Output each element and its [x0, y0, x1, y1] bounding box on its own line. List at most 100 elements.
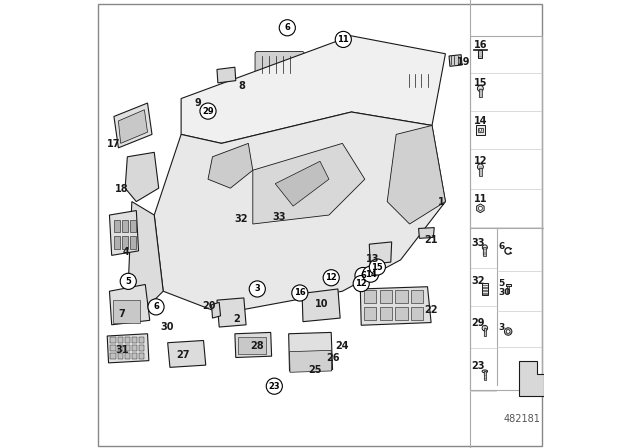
- Text: 12: 12: [355, 279, 367, 288]
- Bar: [122, 220, 128, 232]
- Text: 27: 27: [177, 350, 190, 360]
- Text: 32: 32: [472, 276, 485, 286]
- Polygon shape: [114, 103, 152, 148]
- Circle shape: [335, 31, 351, 47]
- Text: 3: 3: [499, 323, 504, 332]
- Text: 22: 22: [424, 305, 438, 315]
- Bar: [478, 50, 483, 58]
- Text: 3: 3: [255, 284, 260, 293]
- Text: 21: 21: [424, 235, 438, 245]
- Bar: [132, 353, 137, 359]
- Text: 19: 19: [456, 57, 470, 67]
- Bar: [125, 345, 130, 351]
- Circle shape: [482, 325, 488, 331]
- Circle shape: [362, 266, 379, 282]
- Text: 26: 26: [326, 353, 340, 363]
- Bar: [130, 236, 136, 249]
- Bar: [139, 345, 145, 351]
- Circle shape: [279, 20, 296, 36]
- Bar: [130, 220, 136, 232]
- Polygon shape: [302, 289, 340, 322]
- Bar: [125, 337, 130, 343]
- Text: 15: 15: [371, 263, 383, 271]
- Polygon shape: [289, 332, 333, 371]
- Bar: [396, 290, 408, 303]
- Circle shape: [504, 328, 512, 335]
- Bar: [118, 345, 123, 351]
- Circle shape: [477, 86, 483, 91]
- Text: 25: 25: [308, 365, 321, 375]
- Circle shape: [266, 378, 282, 394]
- Bar: [139, 337, 145, 343]
- Polygon shape: [109, 284, 150, 325]
- Bar: [479, 89, 482, 97]
- Text: 12: 12: [474, 156, 487, 166]
- Bar: [476, 125, 485, 135]
- Polygon shape: [212, 302, 221, 318]
- Polygon shape: [118, 110, 148, 143]
- Bar: [122, 236, 128, 249]
- Text: 12: 12: [325, 273, 337, 282]
- Text: 28: 28: [250, 341, 264, 351]
- FancyBboxPatch shape: [255, 52, 305, 78]
- Bar: [506, 284, 511, 286]
- Text: 4: 4: [123, 247, 130, 257]
- Bar: [110, 337, 116, 343]
- Polygon shape: [289, 350, 332, 372]
- Text: 5: 5: [125, 277, 131, 286]
- Text: 23: 23: [269, 382, 280, 391]
- Text: 30: 30: [499, 288, 511, 297]
- Circle shape: [292, 285, 308, 301]
- Text: 482181: 482181: [503, 414, 540, 424]
- Circle shape: [353, 276, 369, 292]
- Text: 17: 17: [107, 139, 121, 149]
- Polygon shape: [520, 361, 544, 396]
- Text: 6: 6: [360, 271, 366, 280]
- Bar: [110, 353, 116, 359]
- Text: 23: 23: [472, 361, 485, 371]
- Text: 31: 31: [115, 345, 129, 355]
- Text: 7: 7: [118, 310, 125, 319]
- Text: 32: 32: [235, 214, 248, 224]
- Circle shape: [479, 129, 482, 131]
- Text: 16: 16: [474, 40, 487, 50]
- Ellipse shape: [482, 370, 488, 373]
- Bar: [478, 128, 483, 132]
- Polygon shape: [360, 287, 431, 325]
- Polygon shape: [208, 143, 253, 188]
- Bar: [364, 290, 376, 303]
- Bar: [139, 353, 145, 359]
- Text: 14: 14: [474, 116, 487, 126]
- Bar: [396, 307, 408, 320]
- Circle shape: [120, 273, 136, 289]
- Circle shape: [506, 330, 510, 333]
- Polygon shape: [217, 298, 246, 327]
- Polygon shape: [127, 202, 163, 314]
- Bar: [411, 307, 424, 320]
- Circle shape: [249, 281, 266, 297]
- Text: 18: 18: [115, 184, 129, 194]
- Bar: [125, 353, 130, 359]
- Bar: [411, 290, 424, 303]
- Circle shape: [477, 164, 483, 170]
- Polygon shape: [154, 112, 445, 314]
- Text: 14: 14: [365, 270, 376, 279]
- Bar: [483, 247, 486, 256]
- Bar: [118, 353, 123, 359]
- Circle shape: [323, 270, 339, 286]
- Circle shape: [148, 299, 164, 315]
- Circle shape: [369, 259, 385, 275]
- Text: 15: 15: [474, 78, 487, 88]
- Bar: [470, 36, 541, 390]
- Circle shape: [478, 206, 483, 211]
- Polygon shape: [181, 36, 445, 143]
- Text: 16: 16: [294, 289, 306, 297]
- Polygon shape: [125, 152, 159, 202]
- Text: 6: 6: [153, 302, 159, 311]
- Bar: [507, 286, 509, 293]
- Text: 20: 20: [202, 301, 216, 310]
- Text: 1: 1: [438, 198, 444, 207]
- Text: 5: 5: [499, 279, 504, 288]
- Text: 29: 29: [202, 107, 214, 116]
- Bar: [239, 337, 266, 354]
